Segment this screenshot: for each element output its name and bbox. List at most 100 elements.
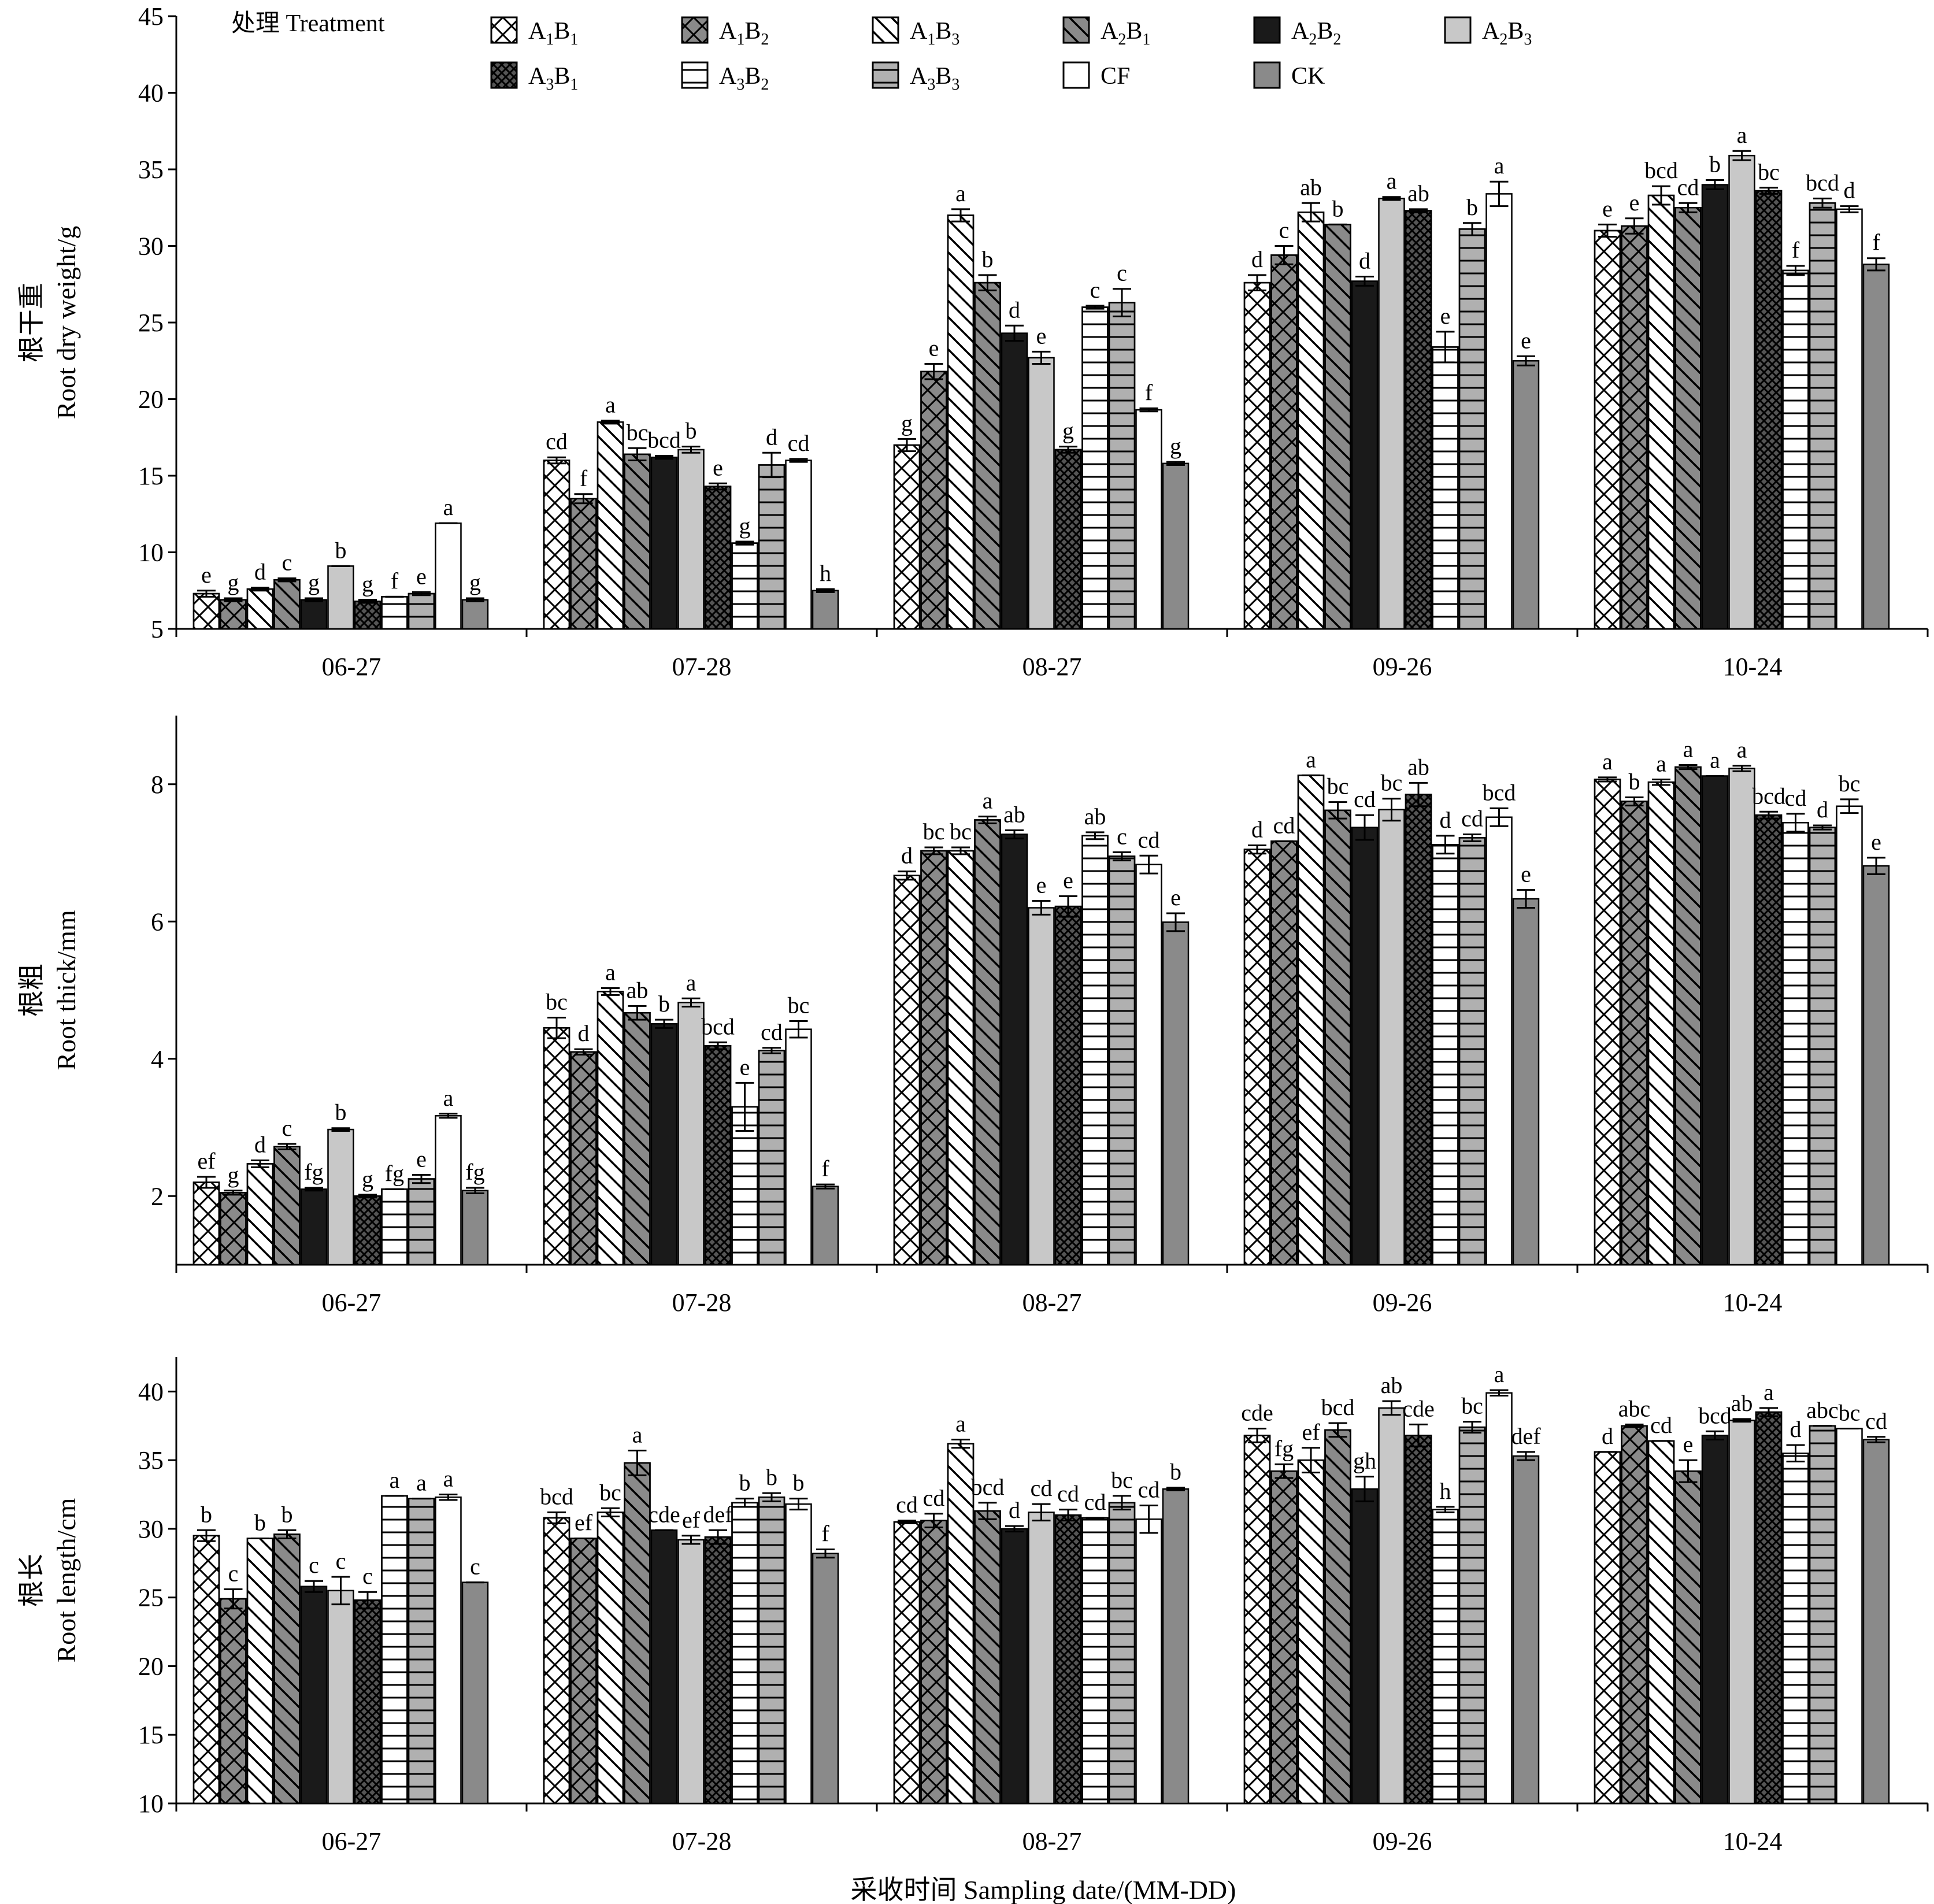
bar-pattern: [192, 592, 220, 630]
bar: [1836, 805, 1863, 1266]
bar-pattern: [1594, 779, 1621, 1266]
bar-pattern: [273, 1533, 301, 1805]
significance-label: bcd: [701, 1013, 735, 1039]
bar-pattern: [1647, 781, 1675, 1266]
bar-pattern: [758, 464, 786, 630]
bar-pattern: [1621, 801, 1648, 1266]
bar: [1728, 768, 1755, 1266]
error-bar: [1786, 265, 1805, 276]
bar-pattern: [192, 1535, 220, 1805]
bar: [327, 565, 354, 630]
legend-label: A2B2: [1291, 18, 1341, 49]
bar-pattern: [704, 1044, 732, 1266]
bar-pattern: [1755, 814, 1783, 1266]
bar-pattern: [1809, 202, 1836, 630]
error-bar: [1732, 150, 1751, 161]
bar-pattern: [596, 1512, 624, 1805]
significance-label: a: [955, 1411, 966, 1437]
y-tick-label: 5: [151, 615, 164, 643]
error-bar: [1840, 205, 1859, 213]
bar-pattern: [1405, 210, 1432, 630]
bar-pattern: [893, 444, 921, 630]
significance-label: a: [605, 392, 616, 418]
significance-label: bc: [923, 818, 945, 844]
error-bar: [574, 1048, 593, 1056]
error-bar: [224, 597, 243, 602]
bar: [785, 1028, 812, 1266]
bar-pattern: [1108, 302, 1136, 630]
error-bar: [1490, 180, 1509, 208]
significance-label: b: [739, 1470, 751, 1496]
error-bar: [1409, 208, 1428, 213]
chart-panel: 10 15 20 25 30 35 40 06-27 07-28 08-27 09-26 10-24 根…: [17, 1357, 1929, 1855]
error-bar: [924, 363, 943, 380]
legend-label: A1B3: [910, 18, 959, 49]
y-axis-title-cn: 根干重: [17, 283, 46, 362]
significance-label: bc: [1327, 773, 1349, 799]
significance-label: cd: [1650, 1412, 1672, 1438]
bar-pattern: [1324, 809, 1351, 1266]
significance-label: d: [1359, 248, 1370, 274]
bar: [1701, 184, 1729, 630]
error-bar: [1598, 776, 1617, 783]
bar: [1862, 264, 1890, 630]
significance-label: a: [1737, 737, 1747, 763]
error-bar: [1652, 778, 1670, 786]
error-bar: [277, 577, 297, 583]
legend-swatch: [1253, 16, 1281, 44]
significance-label: bcd: [1806, 169, 1839, 195]
significance-label: bc: [1758, 159, 1780, 185]
error-bar: [251, 1160, 269, 1168]
significance-label: a: [416, 1470, 427, 1496]
bar-pattern: [624, 453, 651, 630]
legend-item: CF: [1062, 61, 1130, 90]
error-bar: [1248, 844, 1266, 855]
bar-pattern: [246, 1538, 274, 1805]
error-bar: [197, 1176, 216, 1189]
bar-pattern: [1674, 207, 1702, 630]
error-bar: [1355, 1476, 1374, 1502]
error-bar: [439, 1113, 458, 1119]
bar: [677, 1002, 705, 1266]
bar: [1028, 907, 1055, 1266]
error-bar: [762, 1047, 781, 1054]
significance-label: bcd: [1644, 157, 1678, 183]
error-bar: [1032, 350, 1051, 365]
y-tick-label: 15: [138, 1721, 164, 1749]
error-bar: [601, 420, 620, 425]
bar-pattern: [1432, 346, 1459, 630]
error-bar: [224, 1190, 243, 1196]
significance-label: bc: [1111, 1467, 1133, 1493]
bar-pattern: [1594, 229, 1621, 630]
error-bar: [816, 1183, 835, 1190]
error-bar: [1302, 1447, 1320, 1474]
error-bar: [1166, 912, 1185, 932]
y-tick-label: 25: [138, 309, 164, 337]
y-tick-label: 40: [138, 1377, 164, 1406]
significance-label: h: [820, 560, 831, 586]
bar: [1378, 198, 1405, 630]
significance-label: b: [686, 418, 697, 444]
bar-pattern: [974, 819, 1001, 1266]
error-bar: [1463, 833, 1481, 842]
bar-pattern: [1324, 1429, 1351, 1805]
significance-label: c: [309, 1552, 319, 1578]
significance-label: b: [254, 1510, 266, 1536]
bar: [785, 1503, 812, 1805]
significance-label: g: [228, 1162, 239, 1188]
error-bar: [224, 1588, 243, 1610]
bar: [812, 1186, 839, 1266]
bar-pattern: [407, 592, 435, 630]
x-axis-title: 采收时间 Sampling date/(MM-DD): [851, 1875, 1236, 1904]
y-tick-label: 35: [138, 155, 164, 184]
significance-label: g: [308, 569, 320, 595]
significance-label: g: [739, 513, 751, 539]
bar-pattern: [1458, 1426, 1486, 1805]
significance-label: e: [1602, 195, 1613, 221]
error-bar: [1302, 202, 1320, 223]
bar: [1728, 1420, 1755, 1805]
significance-label: f: [580, 465, 588, 491]
significance-label: abc: [1618, 1395, 1651, 1421]
error-bar: [1166, 1487, 1185, 1491]
